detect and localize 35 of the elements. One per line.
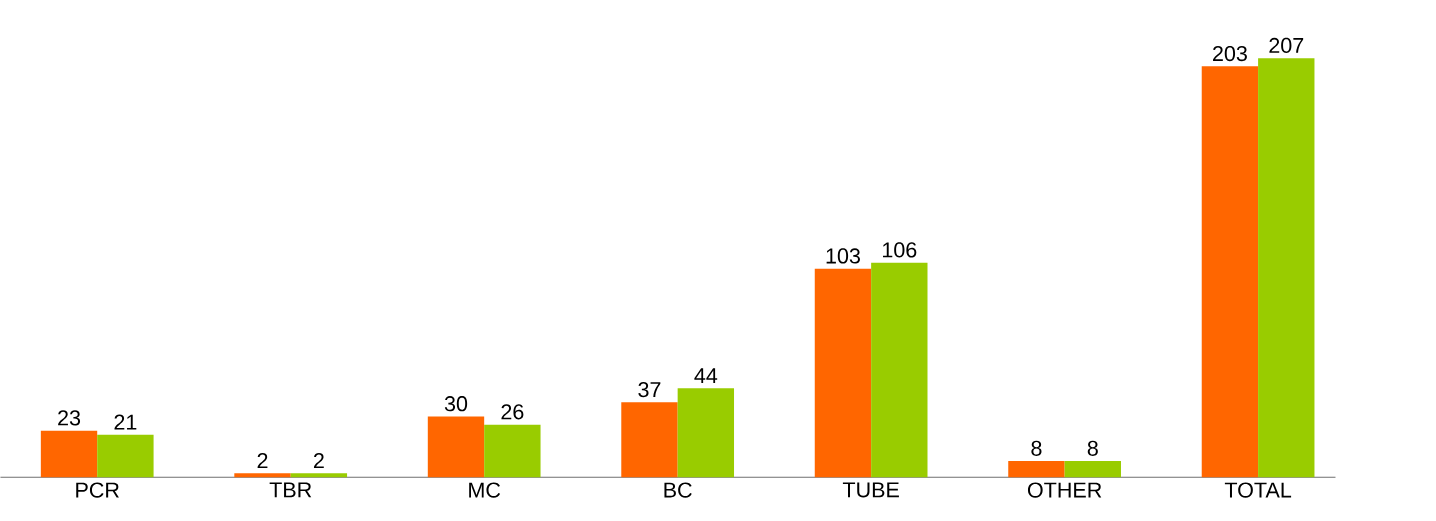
bar (677, 388, 735, 478)
x-tick-label: BC (664, 482, 692, 498)
data-label: 2 (257, 452, 268, 468)
data-label: 8 (1087, 440, 1098, 456)
bar (1201, 66, 1259, 478)
x-tick-label: OTHER (1027, 482, 1102, 498)
x-tick-label: MC (469, 482, 501, 498)
data-label: 8 (1031, 440, 1042, 456)
bar (290, 473, 348, 478)
x-tick-label: TBR (269, 482, 312, 498)
bar (427, 416, 485, 478)
bar (871, 262, 928, 478)
data-label: 26 (501, 404, 524, 420)
data-label: 44 (694, 368, 718, 383)
bar (40, 430, 98, 478)
x-tick-label: TUBE (842, 482, 899, 498)
data-label: 37 (638, 381, 661, 397)
bar (1258, 58, 1315, 478)
bar (97, 434, 154, 478)
data-label: 2 (313, 452, 324, 468)
x-tick-label: TOTAL (1224, 482, 1292, 498)
data-label: 103 (826, 248, 860, 264)
x-tick-label: PCR (76, 482, 119, 498)
data-label: 207 (1269, 37, 1304, 53)
bar (814, 268, 872, 478)
data-label: 23 (58, 410, 81, 426)
data-label: 21 (114, 414, 137, 430)
bar (234, 473, 291, 478)
bar (1064, 460, 1121, 478)
bar (1008, 460, 1065, 478)
bar (621, 402, 678, 478)
data-label: 30 (444, 395, 468, 412)
data-label: 106 (883, 242, 917, 258)
data-label: 203 (1213, 45, 1247, 61)
bar (484, 424, 541, 478)
